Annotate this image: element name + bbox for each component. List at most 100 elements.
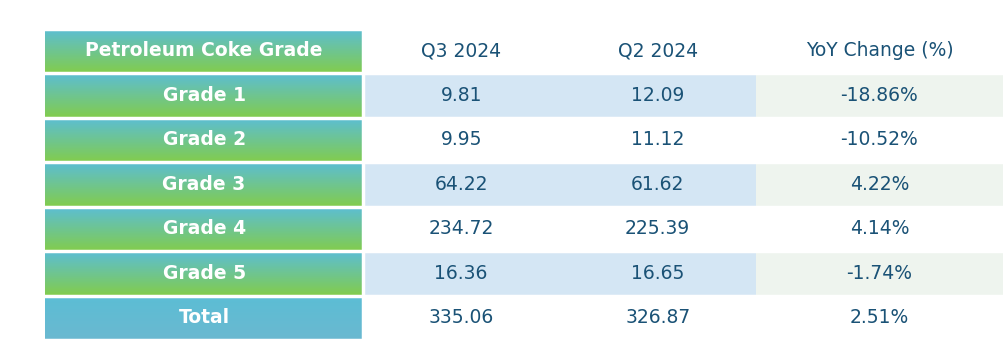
Bar [45, 99, 363, 100]
Bar [45, 70, 363, 71]
Bar [45, 78, 363, 79]
Bar [45, 167, 363, 168]
Bar [45, 172, 363, 173]
Bar [45, 162, 363, 163]
Bar [45, 188, 363, 189]
Text: 11.12: 11.12 [631, 130, 684, 149]
Bar [45, 103, 363, 104]
Bar [45, 60, 363, 61]
Bar [45, 237, 363, 238]
Bar [45, 128, 363, 129]
Bar [45, 153, 363, 154]
Bar [45, 93, 363, 94]
Bar [45, 275, 363, 276]
Bar [559, 251, 756, 296]
Bar [45, 220, 363, 221]
Bar [45, 92, 363, 93]
Bar [45, 186, 363, 187]
Bar [45, 130, 363, 131]
Bar [756, 207, 1003, 251]
Bar [45, 338, 363, 339]
Bar [45, 140, 363, 141]
Bar [363, 73, 559, 118]
Bar [45, 286, 363, 287]
Bar [45, 116, 363, 117]
Bar [45, 159, 363, 160]
Bar [45, 125, 363, 126]
Bar [45, 240, 363, 241]
Bar [45, 308, 363, 309]
Bar [45, 115, 363, 116]
Bar [45, 143, 363, 144]
Bar [559, 73, 756, 118]
Bar [45, 183, 363, 184]
Bar [45, 319, 363, 320]
Bar [45, 268, 363, 269]
Bar [45, 62, 363, 63]
Bar [45, 294, 363, 295]
Bar [45, 177, 363, 178]
Bar [45, 124, 363, 125]
Bar [45, 277, 363, 278]
Bar [45, 215, 363, 216]
Bar [45, 36, 363, 37]
Bar [45, 131, 363, 132]
Bar [45, 37, 363, 38]
Bar [45, 33, 363, 34]
Bar [45, 246, 363, 247]
Bar [45, 202, 363, 203]
Bar [45, 156, 363, 157]
Bar [45, 106, 363, 107]
Bar [45, 282, 363, 283]
Bar [45, 302, 363, 303]
Bar [45, 336, 363, 337]
Bar [45, 168, 363, 169]
Bar [45, 80, 363, 81]
Bar [45, 254, 363, 255]
Bar [45, 154, 363, 155]
Bar [45, 250, 363, 251]
Bar [363, 251, 559, 296]
Bar [45, 94, 363, 95]
Bar [45, 31, 363, 32]
Bar [756, 162, 1003, 207]
Bar [45, 83, 363, 84]
Bar [45, 195, 363, 196]
Bar [363, 207, 559, 251]
Bar [45, 132, 363, 133]
Bar [45, 316, 363, 317]
Bar [45, 178, 363, 179]
Bar [45, 212, 363, 213]
Text: 12.09: 12.09 [631, 86, 684, 105]
Bar [45, 273, 363, 274]
Bar [45, 274, 363, 275]
Bar [45, 190, 363, 191]
Bar [45, 211, 363, 212]
Bar [45, 42, 363, 43]
Text: Q3 2024: Q3 2024 [421, 42, 501, 61]
Bar [45, 53, 363, 54]
Bar [45, 326, 363, 327]
Bar [45, 164, 363, 165]
Text: Grade 5: Grade 5 [162, 264, 246, 283]
Bar [45, 257, 363, 258]
Bar [45, 91, 363, 92]
Bar [45, 147, 363, 148]
Bar [45, 284, 363, 285]
Bar [45, 63, 363, 64]
Bar [363, 296, 559, 340]
Bar [559, 296, 756, 340]
Bar [45, 129, 363, 130]
Bar [45, 229, 363, 230]
Bar [45, 95, 363, 96]
Bar [45, 40, 363, 41]
Text: -18.86%: -18.86% [841, 86, 918, 105]
Bar [45, 214, 363, 215]
Bar [45, 194, 363, 195]
Bar [45, 280, 363, 281]
Bar [45, 146, 363, 147]
Bar [45, 233, 363, 234]
Bar [45, 75, 363, 76]
Bar [45, 287, 363, 288]
Bar [45, 306, 363, 307]
